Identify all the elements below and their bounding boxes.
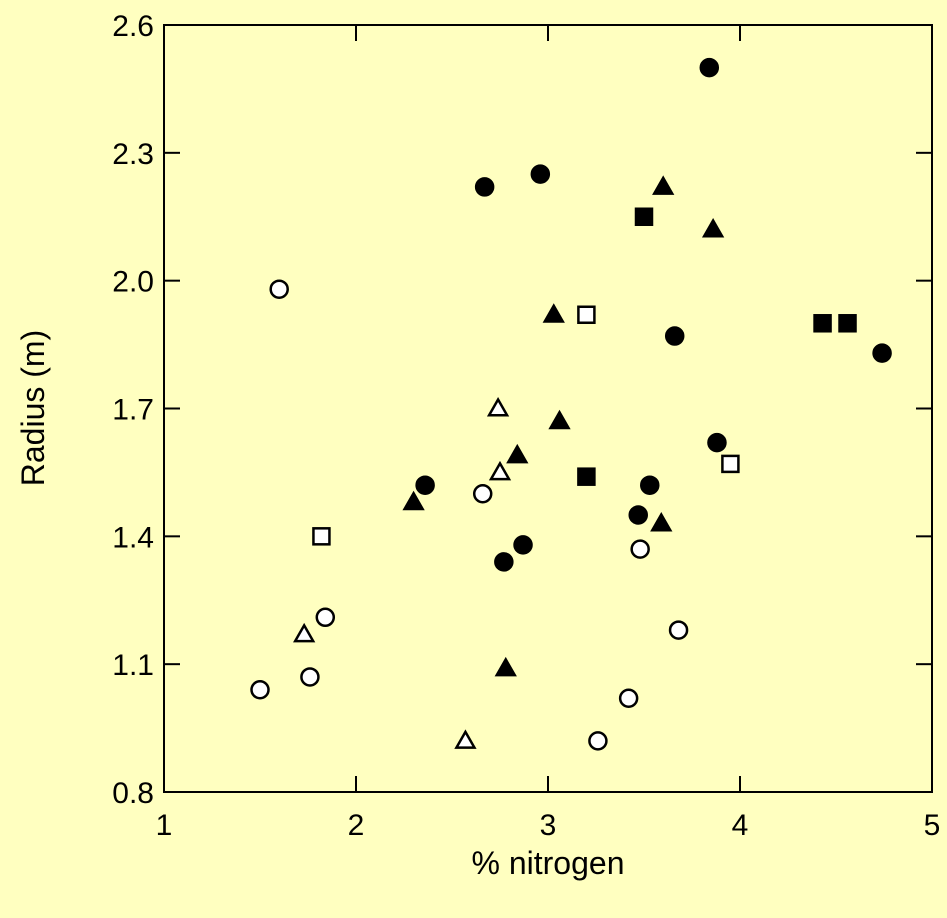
filled-square-point — [634, 207, 654, 226]
filled-triangle-point — [402, 490, 425, 511]
y-tick-label: 2.6 — [112, 10, 154, 43]
open-triangle-point — [293, 622, 316, 643]
axis-ticks — [163, 24, 933, 793]
filled-circle-point — [628, 505, 648, 525]
filled-circle-point — [872, 343, 892, 363]
open-triangle-point — [486, 396, 510, 417]
y-tick-label: 1.4 — [112, 521, 154, 554]
open-square-point — [312, 527, 331, 546]
y-tick-label: 2.0 — [112, 266, 154, 299]
filled-square-point — [813, 314, 832, 333]
y-tick-label: 0.8 — [112, 777, 154, 810]
filled-circle-point — [530, 164, 551, 184]
filled-square-point — [838, 314, 857, 333]
open-triangle-point — [454, 729, 477, 749]
x-tick-label: 1 — [156, 809, 173, 842]
y-tick-label: 2.3 — [112, 138, 154, 171]
y-tick-label: 1.1 — [112, 649, 154, 682]
open-circle-point — [668, 620, 689, 640]
filled-circle-point — [664, 326, 685, 346]
open-circle-point — [588, 731, 608, 751]
plot-area — [163, 24, 933, 793]
filled-circle-point — [699, 57, 720, 78]
open-square-point — [721, 454, 740, 474]
y-tick-label: 1.7 — [112, 394, 154, 427]
filled-circle-point — [707, 432, 727, 453]
filled-circle-point — [494, 552, 514, 572]
filled-circle-point — [415, 475, 435, 495]
filled-triangle-point — [652, 175, 675, 195]
open-circle-point — [269, 279, 289, 299]
open-circle-point — [315, 607, 336, 628]
x-tick-label: 5 — [924, 809, 941, 842]
y-axis-title: Radius (m) — [15, 330, 51, 486]
open-square-point — [577, 305, 596, 325]
open-circle-point — [630, 539, 650, 559]
x-axis-title: % nitrogen — [472, 845, 625, 881]
filled-triangle-point — [701, 218, 725, 238]
data-points — [250, 57, 892, 751]
open-triangle-point — [488, 460, 512, 481]
filled-triangle-point — [506, 443, 529, 464]
filled-triangle-point — [494, 656, 517, 677]
filled-circle-point — [640, 475, 660, 495]
x-tick-label: 3 — [540, 809, 557, 842]
filled-triangle-point — [548, 409, 571, 430]
tick-labels: 1 2 3 4 5 0.8 1.1 1.4 1.7 2.0 2.3 2.6 — [112, 10, 940, 842]
open-circle-point — [300, 667, 320, 687]
open-circle-point — [250, 679, 270, 700]
filled-square-point — [577, 467, 596, 486]
x-tick-label: 4 — [732, 809, 749, 842]
filled-triangle-point — [650, 512, 673, 532]
filled-triangle-point — [542, 303, 565, 323]
open-circle-point — [472, 483, 493, 504]
x-tick-label: 2 — [348, 809, 365, 842]
filled-circle-point — [513, 535, 533, 555]
open-circle-point — [618, 688, 639, 709]
filled-circle-point — [474, 177, 495, 197]
